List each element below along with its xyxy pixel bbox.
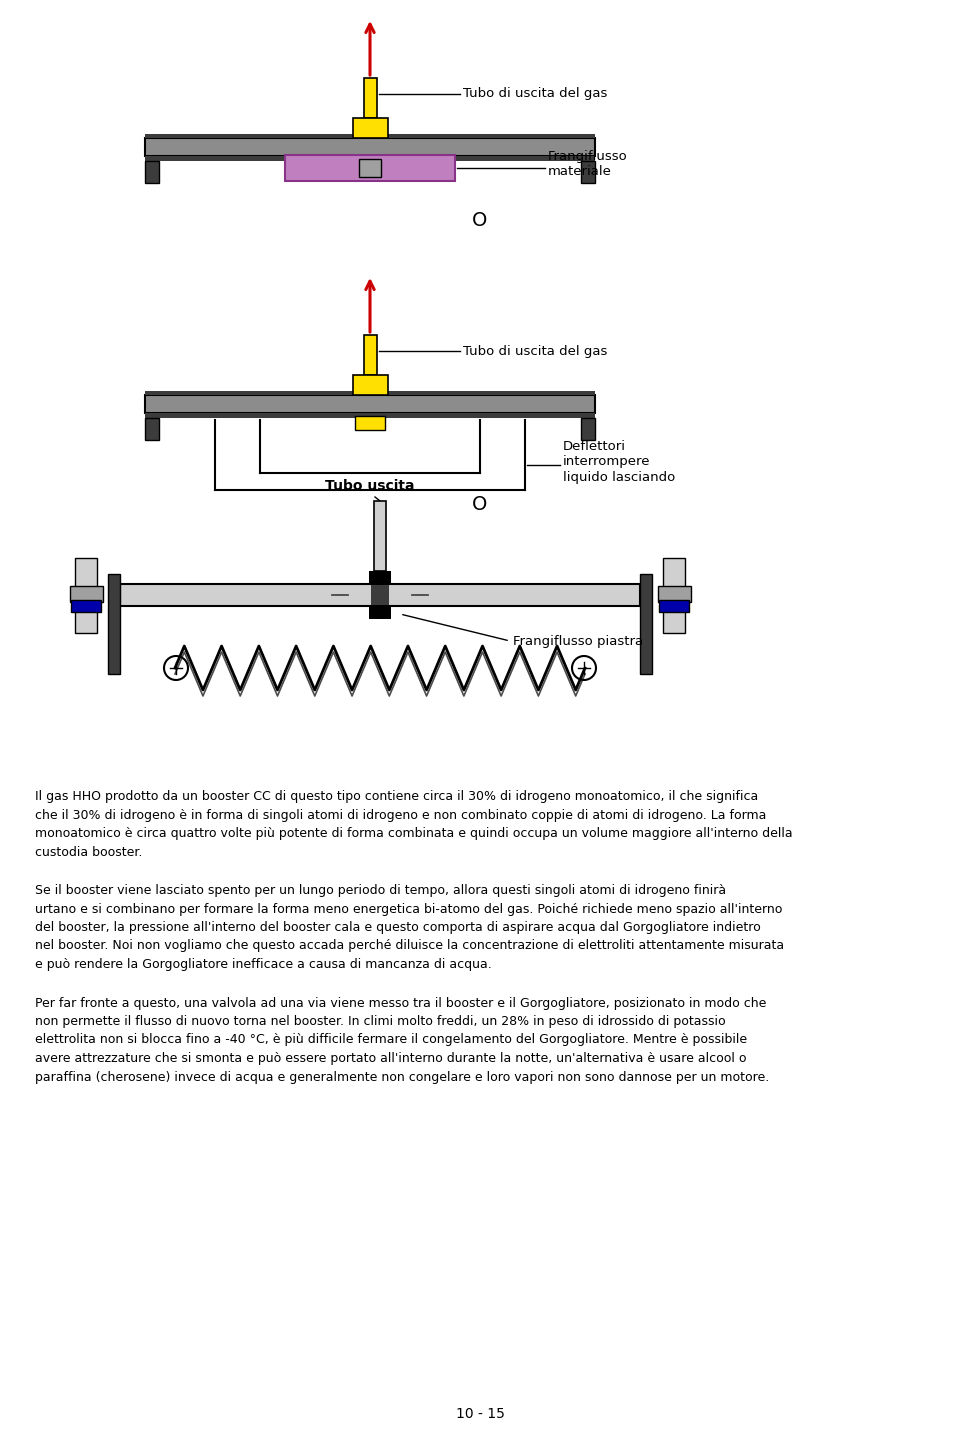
Text: Deflettori
interrompere
liquido lasciando: Deflettori interrompere liquido lasciand… (563, 440, 675, 484)
Text: del booster, la pressione all'interno del booster cala e questo comporta di aspi: del booster, la pressione all'interno de… (35, 921, 760, 934)
Text: che il 30% di idrogeno è in forma di singoli atomi di idrogeno e non combinato c: che il 30% di idrogeno è in forma di sin… (35, 809, 766, 822)
Text: Tubo uscita: Tubo uscita (325, 479, 415, 492)
Bar (581, 417, 595, 440)
Bar (369, 570, 391, 585)
Text: Frangiflusso
materiale: Frangiflusso materiale (548, 150, 628, 178)
Bar (145, 134, 595, 139)
Text: O: O (472, 495, 488, 514)
Bar (145, 391, 595, 396)
Bar (364, 335, 376, 375)
Bar (658, 586, 690, 602)
Text: Frangiflusso piastra: Frangiflusso piastra (513, 634, 643, 647)
Bar (145, 139, 595, 156)
Text: e può rendere la Gorgogliatore inefficace a causa di mancanza di acqua.: e può rendere la Gorgogliatore inefficac… (35, 957, 492, 970)
Bar (355, 416, 385, 430)
Bar (640, 575, 652, 674)
Text: monoatomico è circa quattro volte più potente di forma combinata e quindi occupa: monoatomico è circa quattro volte più po… (35, 827, 793, 840)
Text: Se il booster viene lasciato spento per un lungo periodo di tempo, allora questi: Se il booster viene lasciato spento per … (35, 884, 726, 897)
Bar (145, 160, 159, 183)
Text: Il gas HHO prodotto da un booster CC di questo tipo contiene circa il 30% di idr: Il gas HHO prodotto da un booster CC di … (35, 790, 758, 803)
Bar (145, 413, 595, 417)
Text: non permette il flusso di nuovo torna nel booster. In climi molto freddi, un 28%: non permette il flusso di nuovo torna ne… (35, 1015, 726, 1028)
Bar (374, 501, 386, 570)
Text: Per far fronte a questo, una valvola ad una via viene messo tra il booster e il : Per far fronte a questo, una valvola ad … (35, 996, 766, 1009)
Bar (581, 160, 595, 183)
Text: Tubo di uscita del gas: Tubo di uscita del gas (463, 345, 608, 358)
Bar (71, 601, 102, 612)
Bar (663, 557, 685, 632)
Text: paraffina (cherosene) invece di acqua e generalmente non congelare e loro vapori: paraffina (cherosene) invece di acqua e … (35, 1070, 769, 1083)
Bar (364, 78, 376, 118)
Text: Tubo di uscita del gas: Tubo di uscita del gas (463, 88, 608, 101)
Bar (145, 156, 595, 160)
Bar (659, 601, 689, 612)
Text: 10 - 15: 10 - 15 (456, 1406, 504, 1421)
Bar (352, 118, 388, 139)
Bar (145, 396, 595, 413)
Bar (359, 159, 381, 178)
Bar (120, 583, 640, 606)
Text: O: O (472, 211, 488, 230)
Text: custodia booster.: custodia booster. (35, 846, 142, 859)
Bar (69, 586, 103, 602)
Text: nel booster. Noi non vogliamo che questo accada perché diluisce la concentrazion: nel booster. Noi non vogliamo che questo… (35, 940, 784, 953)
Bar (369, 605, 391, 619)
Text: elettrolita non si blocca fino a -40 °C, è più difficile fermare il congelamento: elettrolita non si blocca fino a -40 °C,… (35, 1034, 747, 1047)
Bar (352, 375, 388, 396)
Bar (285, 155, 455, 180)
Bar (145, 417, 159, 440)
Text: urtano e si combinano per formare la forma meno energetica bi-atomo del gas. Poi: urtano e si combinano per formare la for… (35, 902, 782, 915)
Bar (371, 583, 389, 606)
Bar (75, 557, 97, 632)
Bar (108, 575, 120, 674)
Text: avere attrezzature che si smonta e può essere portato all'interno durante la not: avere attrezzature che si smonta e può e… (35, 1053, 747, 1066)
